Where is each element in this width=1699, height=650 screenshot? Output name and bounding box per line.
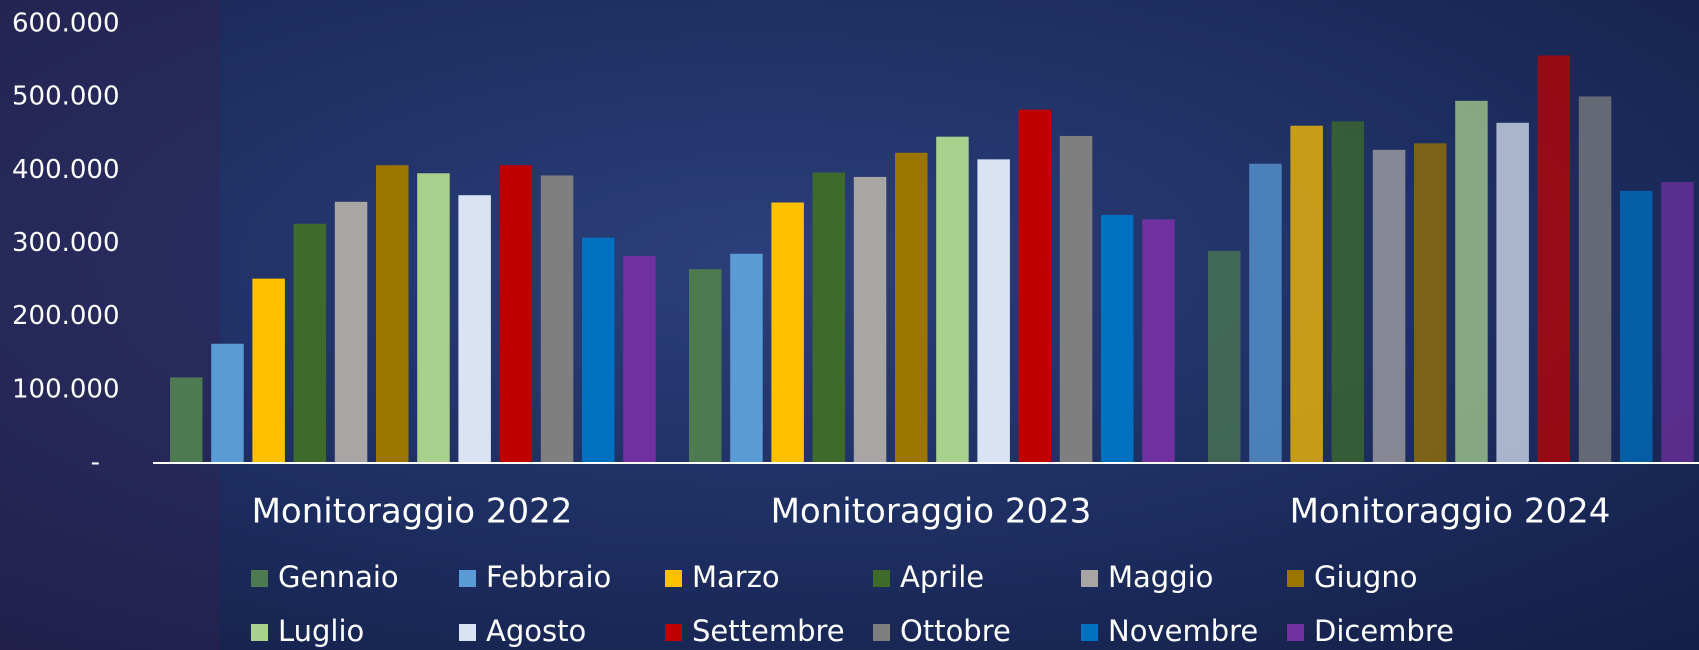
bar bbox=[812, 172, 846, 464]
legend-label: Agosto bbox=[486, 614, 586, 648]
legend-swatch bbox=[1081, 570, 1098, 587]
bar bbox=[1142, 219, 1175, 463]
x-tick-label: Monitoraggio 2023 bbox=[771, 492, 1092, 532]
bar bbox=[1578, 96, 1612, 463]
bar bbox=[1101, 214, 1134, 463]
bar bbox=[1249, 163, 1282, 463]
bar bbox=[977, 159, 1010, 463]
bar bbox=[1290, 125, 1323, 464]
bar bbox=[499, 165, 533, 463]
legend-swatch bbox=[1081, 624, 1098, 641]
legend-label: Luglio bbox=[278, 614, 364, 648]
bar bbox=[1208, 250, 1241, 463]
legend-swatch bbox=[1287, 570, 1304, 587]
bar bbox=[623, 255, 656, 463]
background-shade bbox=[0, 0, 220, 650]
bar bbox=[1018, 109, 1052, 463]
legend-label: Marzo bbox=[692, 560, 780, 594]
bar bbox=[582, 237, 615, 463]
bar bbox=[1331, 121, 1365, 463]
bar bbox=[252, 278, 285, 463]
legend-label: Ottobre bbox=[900, 614, 1011, 648]
legend-swatch bbox=[1287, 624, 1304, 641]
legend-swatch bbox=[459, 570, 476, 587]
y-tick-label: 500.000 bbox=[12, 82, 120, 112]
legend-label: Novembre bbox=[1108, 614, 1258, 648]
bar bbox=[1414, 143, 1447, 464]
legend-swatch bbox=[459, 624, 476, 641]
legend-label: Aprile bbox=[900, 560, 984, 594]
legend-label: Maggio bbox=[1108, 560, 1213, 594]
bar bbox=[689, 269, 722, 463]
y-tick-label: 100.000 bbox=[12, 374, 120, 404]
legend-label: Giugno bbox=[1314, 560, 1417, 594]
legend-swatch bbox=[665, 624, 682, 641]
bar bbox=[293, 223, 327, 463]
bar bbox=[1059, 135, 1093, 463]
y-tick-label: 400.000 bbox=[12, 155, 120, 185]
bar bbox=[211, 343, 244, 463]
legend-label: Febbraio bbox=[486, 560, 611, 594]
legend-label: Dicembre bbox=[1314, 614, 1454, 648]
bar bbox=[853, 176, 887, 463]
bar bbox=[458, 195, 491, 463]
legend-swatch bbox=[665, 570, 682, 587]
bar bbox=[1455, 100, 1488, 463]
bar bbox=[730, 253, 763, 463]
bar bbox=[1537, 55, 1571, 463]
y-tick-label: - bbox=[91, 448, 100, 478]
y-tick-label: 600.000 bbox=[12, 9, 120, 39]
y-tick-label: 300.000 bbox=[12, 228, 120, 258]
bar bbox=[1372, 149, 1406, 463]
bar bbox=[376, 165, 409, 463]
x-tick-label: Monitoraggio 2024 bbox=[1290, 492, 1611, 532]
bar bbox=[540, 175, 574, 463]
legend-swatch bbox=[251, 624, 268, 641]
bar bbox=[895, 152, 928, 464]
bar bbox=[771, 202, 804, 463]
bar bbox=[936, 136, 969, 463]
legend-label: Gennaio bbox=[278, 560, 399, 594]
bar bbox=[417, 173, 450, 463]
legend-swatch bbox=[251, 570, 268, 587]
bar bbox=[170, 377, 203, 463]
y-tick-label: 200.000 bbox=[12, 301, 120, 331]
legend-swatch bbox=[873, 570, 890, 587]
legend-swatch bbox=[873, 624, 890, 641]
x-tick-label: Monitoraggio 2022 bbox=[252, 492, 573, 532]
bar bbox=[334, 201, 368, 464]
bar bbox=[1496, 122, 1529, 464]
legend-label: Settembre bbox=[692, 614, 845, 648]
bar bbox=[1620, 190, 1653, 463]
bar bbox=[1661, 182, 1694, 464]
